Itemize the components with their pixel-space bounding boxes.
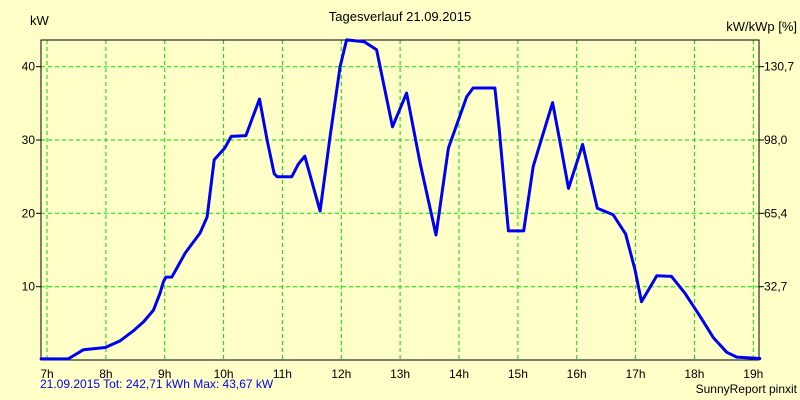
y-tick-label-left: 20 [22,206,36,220]
power-curve [39,38,762,361]
y-tick-label-right: 65,4 [764,206,788,220]
y-tick-label-left: 10 [22,280,36,294]
daily-summary-text: 21.09.2015 Tot: 242,71 kWh Max: 43,67 kW [40,377,274,391]
y-tick-label-right: 130,7 [764,60,794,74]
x-tick-label: 8h [99,367,112,381]
x-tick-label: 12h [331,367,351,381]
y-tick-label-left: 40 [22,60,36,74]
x-tick-label: 9h [158,367,171,381]
y-tick-label-left: 30 [22,133,36,147]
x-tick-label: 16h [567,367,587,381]
x-tick-label: 17h [626,367,646,381]
x-tick-label: 14h [449,367,469,381]
chart-title: Tagesverlauf 21.09.2015 [328,9,472,24]
x-tick-label: 19h [743,367,763,381]
left-axis-unit-label: kW [30,13,49,28]
x-tick-label: 18h [684,367,704,381]
x-tick-label: 13h [390,367,410,381]
y-tick-label-right: 32,7 [764,280,788,294]
x-tick-label: 7h [40,367,53,381]
plot-border [40,39,760,361]
x-tick-label: 11h [273,367,292,381]
x-tick-label: 15h [508,367,528,381]
y-tick-label-right: 98,0 [764,133,788,147]
branding-text: SunnyReport pinxit [695,382,797,396]
right-axis-unit-label: kW/kWp [%] [726,19,797,34]
x-tick-label: 10h [214,367,234,381]
